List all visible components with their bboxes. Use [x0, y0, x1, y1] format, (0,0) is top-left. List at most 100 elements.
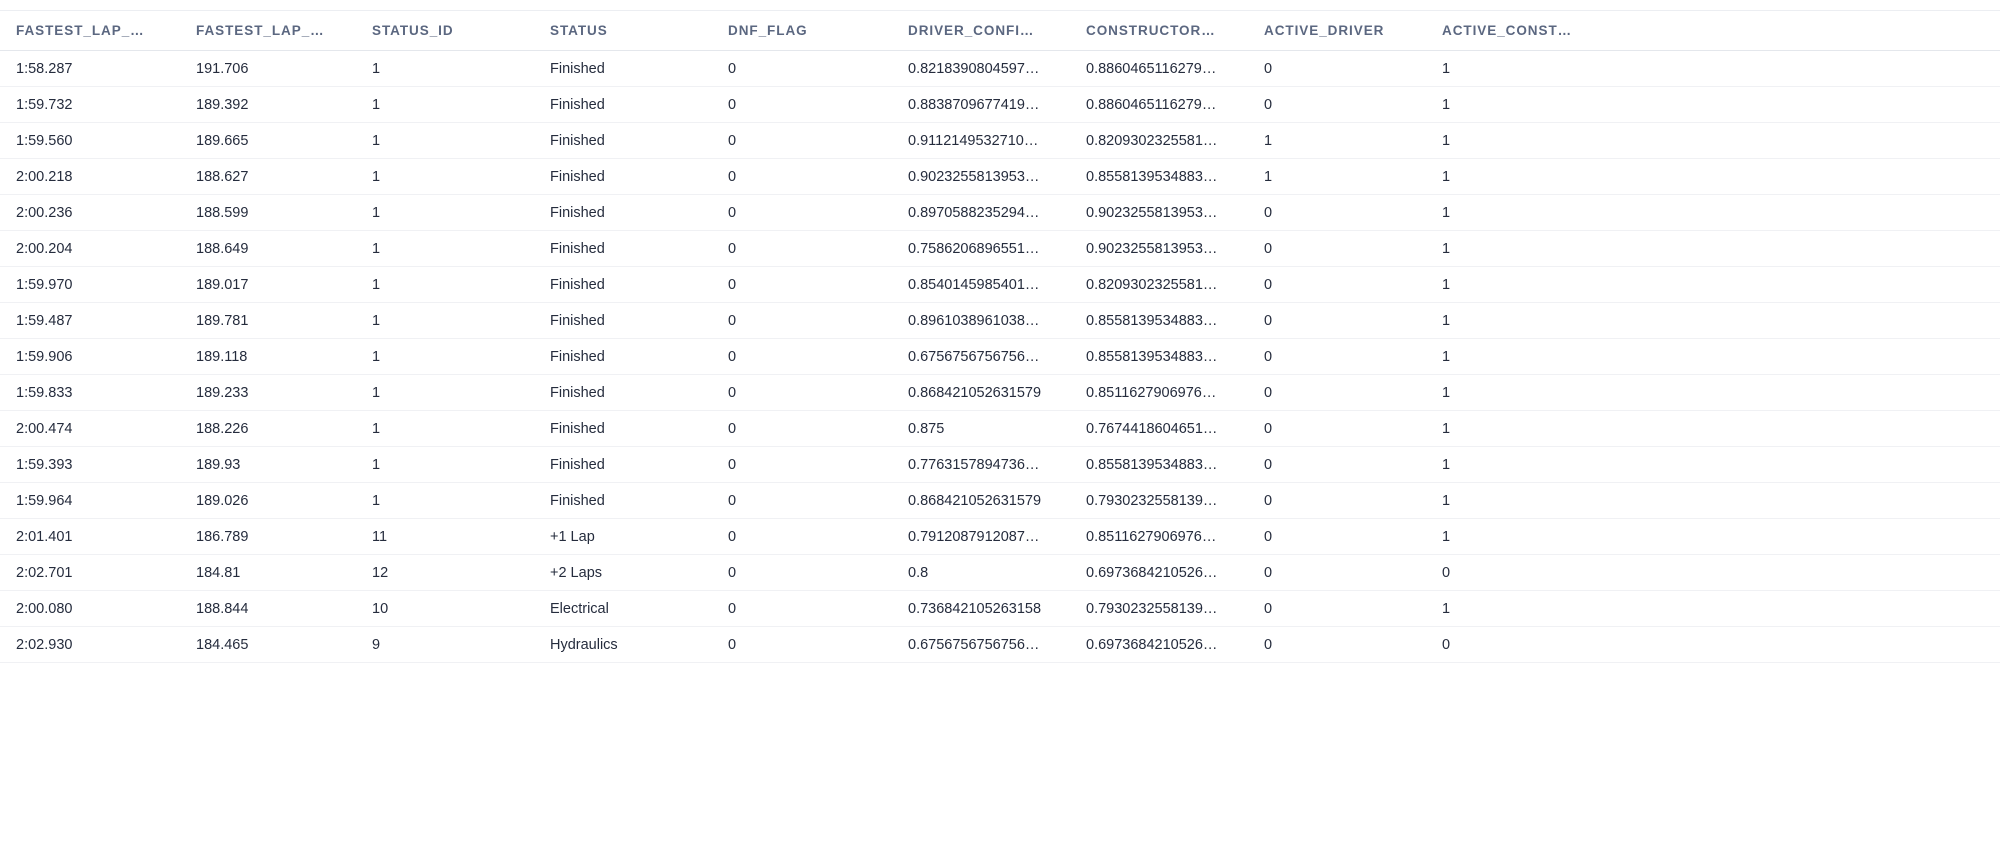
table-row[interactable]: 1:58.287 191.706 1 Finished 0 0.8218390804597…	[0, 50, 2000, 87]
table-row[interactable]: 2:00.236 188.599 1 Finished 0 0.8970588235294…	[0, 194, 2000, 231]
table-cell-constructor_reliability[interactable]: 0.8860465116279…	[1070, 86, 1248, 123]
table-cell-fastest_lap_time[interactable]: 1:59.833	[0, 374, 180, 411]
table-cell-fastest_lap_time[interactable]: 1:59.732	[0, 86, 180, 123]
table-cell-fastest_lap_speed[interactable]: 184.81	[180, 554, 356, 591]
table-cell-active_constructor[interactable]: 1	[1426, 122, 2000, 159]
table-cell-dnf_flag[interactable]: 0	[712, 338, 892, 375]
table-cell-status_id[interactable]: 1	[356, 410, 534, 447]
table-cell-dnf_flag[interactable]: 0	[712, 518, 892, 555]
column-header-active-driver[interactable]: ACTIVE_DRIVER	[1248, 10, 1426, 51]
table-cell-active_constructor[interactable]: 1	[1426, 590, 2000, 627]
table-cell-active_constructor[interactable]: 1	[1426, 338, 2000, 375]
table-cell-status_id[interactable]: 1	[356, 50, 534, 87]
table-cell-fastest_lap_time[interactable]: 2:00.080	[0, 590, 180, 627]
table-cell-status[interactable]: Finished	[534, 446, 712, 483]
table-cell-driver_confidence[interactable]: 0.8838709677419…	[892, 86, 1070, 123]
table-cell-dnf_flag[interactable]: 0	[712, 86, 892, 123]
table-cell-fastest_lap_speed[interactable]: 189.665	[180, 122, 356, 159]
table-cell-active_constructor[interactable]: 0	[1426, 554, 2000, 591]
table-cell-driver_confidence[interactable]: 0.868421052631579	[892, 374, 1070, 411]
table-row[interactable]: 2:02.930 184.465 9 Hydraulics 0 0.67567567567…	[0, 626, 2000, 663]
table-cell-constructor_reliability[interactable]: 0.8209302325581…	[1070, 266, 1248, 303]
table-cell-active_constructor[interactable]: 1	[1426, 86, 2000, 123]
table-cell-active_driver[interactable]: 0	[1248, 626, 1426, 663]
table-cell-status[interactable]: Finished	[534, 338, 712, 375]
table-row[interactable]: 1:59.964 189.026 1 Finished 0 0.8684210526315…	[0, 482, 2000, 519]
table-cell-active_constructor[interactable]: 1	[1426, 446, 2000, 483]
table-cell-constructor_reliability[interactable]: 0.7674418604651…	[1070, 410, 1248, 447]
table-cell-status_id[interactable]: 12	[356, 554, 534, 591]
table-cell-active_constructor[interactable]: 1	[1426, 230, 2000, 267]
table-cell-fastest_lap_speed[interactable]: 188.844	[180, 590, 356, 627]
table-cell-active_constructor[interactable]: 0	[1426, 626, 2000, 663]
table-cell-fastest_lap_speed[interactable]: 188.599	[180, 194, 356, 231]
table-cell-status[interactable]: Finished	[534, 230, 712, 267]
table-cell-active_constructor[interactable]: 1	[1426, 410, 2000, 447]
table-cell-constructor_reliability[interactable]: 0.6973684210526…	[1070, 554, 1248, 591]
table-cell-driver_confidence[interactable]: 0.6756756756756…	[892, 338, 1070, 375]
table-row[interactable]: 1:59.487 189.781 1 Finished 0 0.8961038961038…	[0, 302, 2000, 339]
table-cell-dnf_flag[interactable]: 0	[712, 482, 892, 519]
table-cell-driver_confidence[interactable]: 0.868421052631579	[892, 482, 1070, 519]
table-cell-dnf_flag[interactable]: 0	[712, 302, 892, 339]
table-cell-fastest_lap_time[interactable]: 1:59.964	[0, 482, 180, 519]
table-row[interactable]: 1:59.732 189.392 1 Finished 0 0.8838709677419…	[0, 86, 2000, 123]
table-cell-driver_confidence[interactable]: 0.8	[892, 554, 1070, 591]
table-cell-fastest_lap_time[interactable]: 1:59.487	[0, 302, 180, 339]
table-cell-active_constructor[interactable]: 1	[1426, 266, 2000, 303]
table-cell-status_id[interactable]: 1	[356, 122, 534, 159]
table-cell-fastest_lap_speed[interactable]: 189.118	[180, 338, 356, 375]
table-cell-dnf_flag[interactable]: 0	[712, 122, 892, 159]
table-cell-fastest_lap_time[interactable]: 1:59.393	[0, 446, 180, 483]
table-cell-constructor_reliability[interactable]: 0.8558139534883…	[1070, 302, 1248, 339]
table-cell-fastest_lap_time[interactable]: 1:59.560	[0, 122, 180, 159]
table-cell-status[interactable]: Finished	[534, 122, 712, 159]
table-cell-fastest_lap_speed[interactable]: 188.627	[180, 158, 356, 195]
table-cell-status_id[interactable]: 1	[356, 374, 534, 411]
column-header-fastest-lap-speed[interactable]: FASTEST_LAP_…	[180, 10, 356, 51]
table-cell-constructor_reliability[interactable]: 0.8558139534883…	[1070, 338, 1248, 375]
table-cell-dnf_flag[interactable]: 0	[712, 158, 892, 195]
table-row[interactable]: 1:59.393 189.93 1 Finished 0 0.7763157894736……	[0, 446, 2000, 483]
table-cell-status[interactable]: Hydraulics	[534, 626, 712, 663]
table-cell-constructor_reliability[interactable]: 0.8860465116279…	[1070, 50, 1248, 87]
table-cell-driver_confidence[interactable]: 0.8961038961038…	[892, 302, 1070, 339]
table-cell-status[interactable]: +2 Laps	[534, 554, 712, 591]
table-cell-status[interactable]: Finished	[534, 266, 712, 303]
table-cell-dnf_flag[interactable]: 0	[712, 194, 892, 231]
table-cell-active_driver[interactable]: 1	[1248, 158, 1426, 195]
table-cell-active_driver[interactable]: 0	[1248, 194, 1426, 231]
table-cell-fastest_lap_time[interactable]: 2:01.401	[0, 518, 180, 555]
table-row[interactable]: 2:00.080 188.844 10 Electrical 0 0.7368421052…	[0, 590, 2000, 627]
table-cell-driver_confidence[interactable]: 0.8970588235294…	[892, 194, 1070, 231]
table-row[interactable]: 2:00.204 188.649 1 Finished 0 0.7586206896551…	[0, 230, 2000, 267]
table-cell-status[interactable]: Finished	[534, 194, 712, 231]
table-cell-active_driver[interactable]: 0	[1248, 482, 1426, 519]
table-cell-fastest_lap_speed[interactable]: 186.789	[180, 518, 356, 555]
table-cell-driver_confidence[interactable]: 0.7763157894736…	[892, 446, 1070, 483]
table-cell-status[interactable]: Finished	[534, 86, 712, 123]
column-header-status[interactable]: STATUS	[534, 10, 712, 51]
table-row[interactable]: 1:59.560 189.665 1 Finished 0 0.9112149532710…	[0, 122, 2000, 159]
table-cell-active_driver[interactable]: 0	[1248, 590, 1426, 627]
table-cell-fastest_lap_speed[interactable]: 188.649	[180, 230, 356, 267]
table-cell-status[interactable]: Finished	[534, 410, 712, 447]
table-cell-fastest_lap_speed[interactable]: 188.226	[180, 410, 356, 447]
table-cell-driver_confidence[interactable]: 0.8218390804597…	[892, 50, 1070, 87]
table-cell-dnf_flag[interactable]: 0	[712, 410, 892, 447]
table-row[interactable]: 1:59.906 189.118 1 Finished 0 0.6756756756756…	[0, 338, 2000, 375]
column-header-fastest-lap-time[interactable]: FASTEST_LAP_…	[0, 10, 180, 51]
table-cell-fastest_lap_time[interactable]: 2:00.236	[0, 194, 180, 231]
table-cell-fastest_lap_speed[interactable]: 189.026	[180, 482, 356, 519]
table-cell-fastest_lap_speed[interactable]: 189.93	[180, 446, 356, 483]
table-cell-fastest_lap_speed[interactable]: 189.392	[180, 86, 356, 123]
table-cell-active_constructor[interactable]: 1	[1426, 158, 2000, 195]
table-cell-driver_confidence[interactable]: 0.7912087912087…	[892, 518, 1070, 555]
table-cell-active_driver[interactable]: 0	[1248, 50, 1426, 87]
table-cell-active_constructor[interactable]: 1	[1426, 518, 2000, 555]
table-cell-status[interactable]: Finished	[534, 482, 712, 519]
table-cell-active_constructor[interactable]: 1	[1426, 302, 2000, 339]
table-cell-constructor_reliability[interactable]: 0.8511627906976…	[1070, 374, 1248, 411]
table-row[interactable]: 2:00.474 188.226 1 Finished 0 0.875 0.76744186…	[0, 410, 2000, 447]
table-cell-status[interactable]: Finished	[534, 50, 712, 87]
